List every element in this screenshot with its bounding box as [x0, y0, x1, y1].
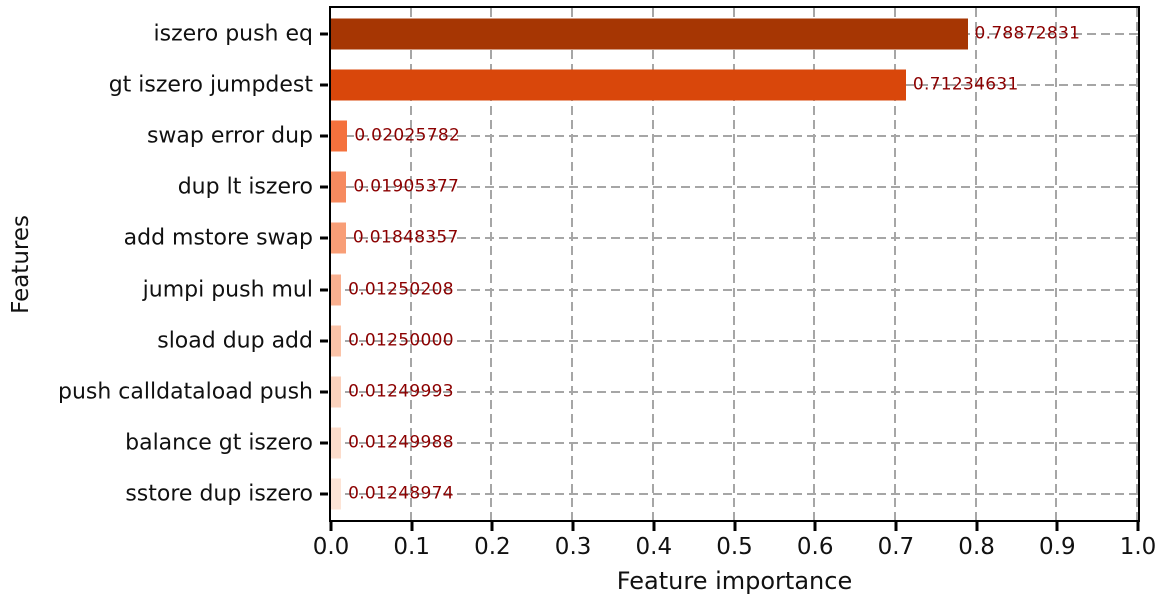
vertical-gridline: [409, 8, 412, 520]
horizontal-gridline: [331, 288, 1138, 291]
value-label: 0.01250208: [348, 278, 454, 299]
x-tick: [894, 522, 898, 531]
bar: [331, 376, 342, 408]
y-tick: [320, 288, 328, 292]
x-tick: [652, 522, 656, 531]
value-label: 0.01848357: [352, 227, 459, 248]
x-tick: [975, 522, 979, 531]
y-tick: [320, 441, 328, 445]
bar: [331, 274, 342, 306]
x-axis: 0.0 0.1 0.2 0.3 0.4 0.5 0.6 0.7 0.8 0.9 1.0: [313, 522, 1155, 582]
category-label: push calldataload push: [58, 379, 313, 405]
x-tick-label: 0.8: [958, 534, 995, 560]
bar: [331, 222, 346, 254]
vertical-gridline: [893, 8, 896, 520]
x-tick: [490, 522, 494, 531]
vertical-gridline: [490, 8, 493, 520]
x-tick: [410, 522, 414, 531]
value-label: 0.78872831: [974, 22, 1081, 43]
vertical-gridline: [732, 8, 735, 520]
category-label: dup lt iszero: [177, 174, 313, 200]
y-tick: [320, 134, 328, 138]
horizontal-gridline: [331, 339, 1138, 342]
horizontal-gridline: [331, 391, 1138, 393]
value-label: 0.01249993: [348, 381, 454, 402]
x-tick-label: 0.6: [796, 534, 834, 560]
x-tick: [813, 522, 817, 531]
horizontal-gridline: [331, 493, 1138, 496]
y-tick: [320, 390, 328, 394]
y-tick: [320, 185, 328, 189]
bar: [331, 18, 968, 50]
x-tick: [571, 522, 575, 531]
x-tick-label: 0.5: [716, 534, 753, 560]
horizontal-gridline: [331, 135, 1138, 137]
vertical-gridline: [974, 8, 977, 520]
y-tick: [320, 83, 328, 87]
category-label: swap error dup: [146, 123, 313, 149]
horizontal-gridline: [331, 186, 1138, 189]
y-axis-title-wrap: Features: [8, 6, 34, 522]
value-label: 0.02025782: [354, 125, 461, 146]
x-tick-label: 1.0: [1119, 534, 1155, 560]
bar: [331, 69, 906, 101]
vertical-gridline: [1055, 8, 1058, 520]
vertical-gridline: [651, 8, 654, 520]
category-label: jumpi push mul: [142, 277, 313, 303]
x-tick-label: 0.3: [554, 534, 592, 560]
bar: [331, 325, 342, 357]
bar: [331, 478, 342, 510]
y-tick: [320, 32, 328, 36]
x-tick-label: 0.7: [877, 534, 915, 560]
x-tick-label: 0.0: [312, 534, 350, 560]
value-label: 0.01248974: [348, 483, 454, 504]
value-label: 0.01250000: [348, 330, 454, 351]
category-label: balance gt iszero: [125, 430, 313, 456]
y-tick: [320, 492, 328, 496]
category-label: gt iszero jumpdest: [108, 72, 313, 98]
bar: [331, 427, 342, 459]
plot-area: 0.78872831 iszero push eq 0.71234631 gt isz…: [58, 6, 1140, 522]
x-tick-label: 0.1: [393, 534, 430, 560]
category-label: sstore dup iszero: [125, 481, 313, 507]
x-tick-label: 0.4: [635, 534, 673, 560]
x-tick: [1055, 522, 1059, 531]
horizontal-gridline: [331, 442, 1138, 445]
value-label: 0.01249988: [348, 432, 454, 453]
vertical-gridline: [813, 8, 816, 520]
y-axis-title: Features: [8, 214, 34, 314]
vertical-gridline: [571, 8, 574, 520]
y-tick: [320, 339, 328, 343]
vertical-gridline: [1136, 8, 1138, 520]
category-label: sload dup add: [157, 328, 313, 354]
x-axis-title: Feature importance: [616, 567, 853, 595]
x-tick-label: 0.9: [1039, 534, 1076, 560]
x-tick: [733, 522, 736, 531]
value-label: 0.71234631: [912, 74, 1019, 95]
x-tick-label: 0.2: [474, 534, 511, 560]
horizontal-gridline: [331, 237, 1138, 240]
y-tick: [320, 236, 328, 240]
bar: [331, 171, 347, 203]
value-label: 0.01905377: [353, 176, 460, 197]
category-label: iszero push eq: [153, 21, 313, 47]
x-tick: [1136, 522, 1140, 531]
bar: [331, 120, 348, 152]
x-tick: [329, 522, 333, 531]
category-label: add mstore swap: [123, 225, 313, 251]
